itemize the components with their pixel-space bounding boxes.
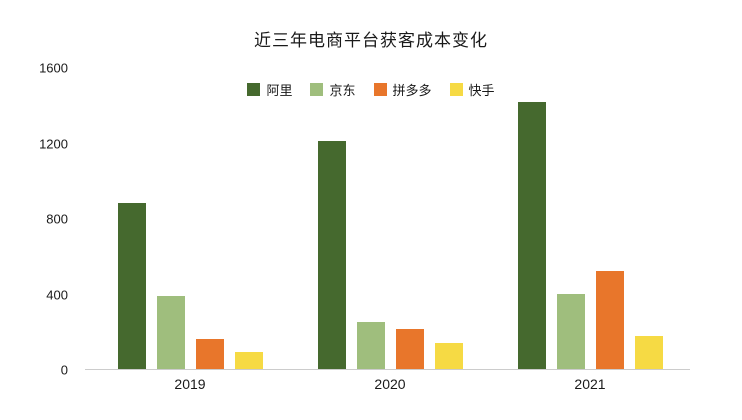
bar	[356, 321, 385, 369]
legend-label: 拼多多	[392, 83, 432, 98]
x-axis-labels: 2019 2020 2021	[90, 376, 690, 392]
legend-label: 京东	[329, 83, 356, 98]
plot-area	[85, 68, 690, 370]
bar-group	[290, 68, 490, 369]
bar	[195, 338, 224, 369]
bar-group	[90, 68, 290, 369]
y-tick-label: 1200	[39, 136, 68, 151]
bar	[517, 101, 546, 369]
y-axis: 0 400 800 1200 1600	[20, 61, 68, 378]
bar	[156, 295, 185, 369]
y-tick-label: 400	[46, 287, 68, 302]
legend-label: 快手	[468, 83, 495, 98]
legend-label: 阿里	[266, 83, 293, 98]
bar	[234, 352, 263, 369]
bar	[395, 328, 424, 369]
bar	[434, 342, 463, 369]
bar-group	[490, 68, 690, 369]
legend-item: 京东	[310, 80, 356, 99]
legend-swatch-icon	[247, 83, 261, 96]
legend-swatch-icon	[373, 83, 387, 96]
chart-title: 近三年电商平台获客成本变化	[254, 31, 488, 50]
bar	[595, 271, 624, 369]
legend-swatch-icon	[310, 83, 324, 96]
bar	[317, 141, 346, 369]
legend: 阿里 京东 拼多多 快手	[0, 80, 742, 99]
x-axis-line	[85, 369, 690, 370]
bar-groups	[90, 68, 690, 369]
legend-item: 快手	[449, 80, 495, 99]
y-tick-label: 0	[60, 362, 68, 378]
x-tick-label: 2021	[574, 376, 606, 392]
legend-swatch-icon	[449, 83, 463, 96]
bar	[556, 293, 585, 369]
bar	[634, 336, 663, 369]
x-tick-label: 2019	[174, 376, 206, 392]
y-tick-label: 800	[46, 211, 68, 227]
bar	[117, 203, 146, 369]
y-tick-label: 1600	[39, 60, 68, 76]
x-tick-label: 2020	[374, 376, 406, 392]
legend-item: 拼多多	[373, 80, 432, 99]
legend-item: 阿里	[247, 80, 292, 99]
